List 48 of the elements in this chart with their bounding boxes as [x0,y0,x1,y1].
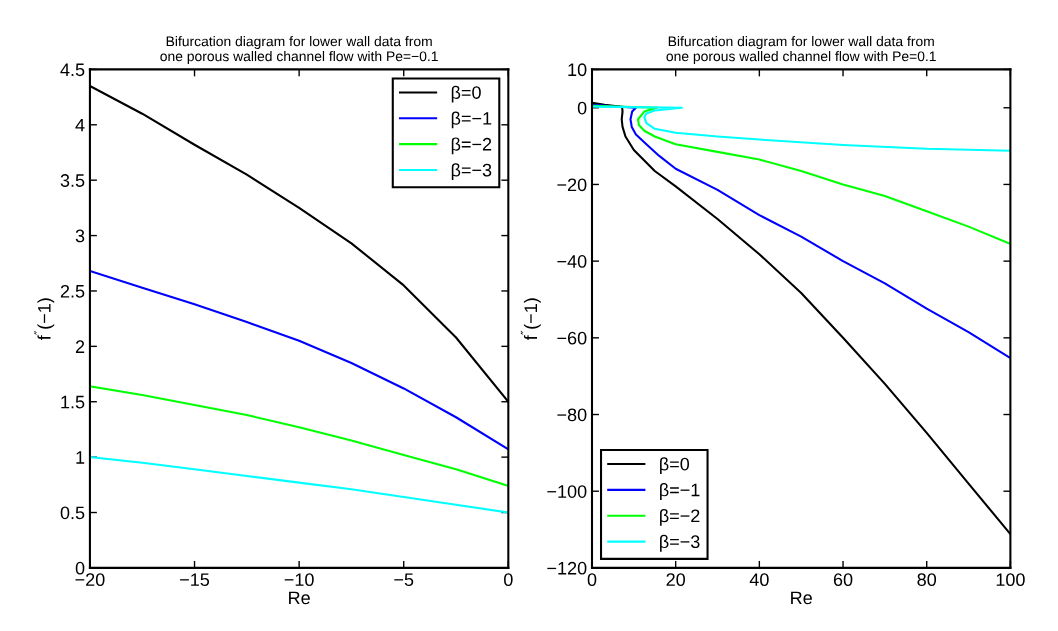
y-tick-label: −60 [557,331,587,345]
x-axis-title: Re [791,591,812,605]
y-tick-label: 0.5 [60,506,85,520]
x-tick-label: 0 [587,573,597,587]
y-tick-label: −100 [547,485,587,498]
x-tick-label: −5 [394,573,414,587]
x-tick-label: −10 [284,573,314,587]
legend-label: β=0 [451,85,481,103]
legend-label: β=0 [660,457,690,475]
y-tick-label: 0 [75,561,85,575]
chart-title: Bifurcation diagram for lower wall data from one porous walled channel flow with Pe=−0.1 [160,36,438,64]
y-tick-label: 4.5 [60,63,85,77]
x-tick-label: 40 [749,573,769,587]
x-axis-title: Re [289,591,310,605]
legend-label: β=−3 [451,163,492,181]
y-tick-label: 10 [568,63,587,77]
y-axis-title: f$^{″}$(−1) [34,298,55,340]
x-tick-label: 80 [917,573,937,587]
legend-label: β=−2 [660,508,700,526]
y-tick-label: 0 [577,101,587,115]
line-series [592,104,1011,245]
line-series [89,385,509,487]
x-tick-label: 60 [833,573,853,587]
y-tick-label: 4 [75,118,85,132]
y-axis-title: f$^{″}$(−1) [520,298,541,340]
y-tick-label: 3 [75,229,85,243]
line-series [89,269,509,451]
line-series [592,105,1011,152]
y-tick-label: 2 [75,340,85,353]
y-tick-label: −20 [557,178,587,192]
x-tick-label: 0 [504,573,513,587]
y-tick-label: 2.5 [60,284,85,298]
legend-label: β=−1 [451,111,492,129]
y-tick-label: 1 [76,451,85,464]
legend-label: β=−3 [660,534,700,552]
chart-title: Bifurcation diagram for lower wall data from one porous walled channel flow with Pe=0.1 [666,36,936,64]
y-tick-label: −120 [547,561,587,575]
y-tick-label: −80 [557,408,587,422]
y-tick-label: 3.5 [60,174,85,187]
y-tick-label: 1.5 [61,395,85,409]
line-series [89,456,509,514]
x-tick-label: 20 [666,573,686,587]
x-tick-label: −15 [180,573,210,587]
line-series [592,103,1011,360]
x-tick-label: 100 [996,573,1025,587]
y-tick-label: −40 [557,255,587,268]
legend-label: β=−2 [451,137,492,155]
legend-label: β=−1 [660,483,700,500]
